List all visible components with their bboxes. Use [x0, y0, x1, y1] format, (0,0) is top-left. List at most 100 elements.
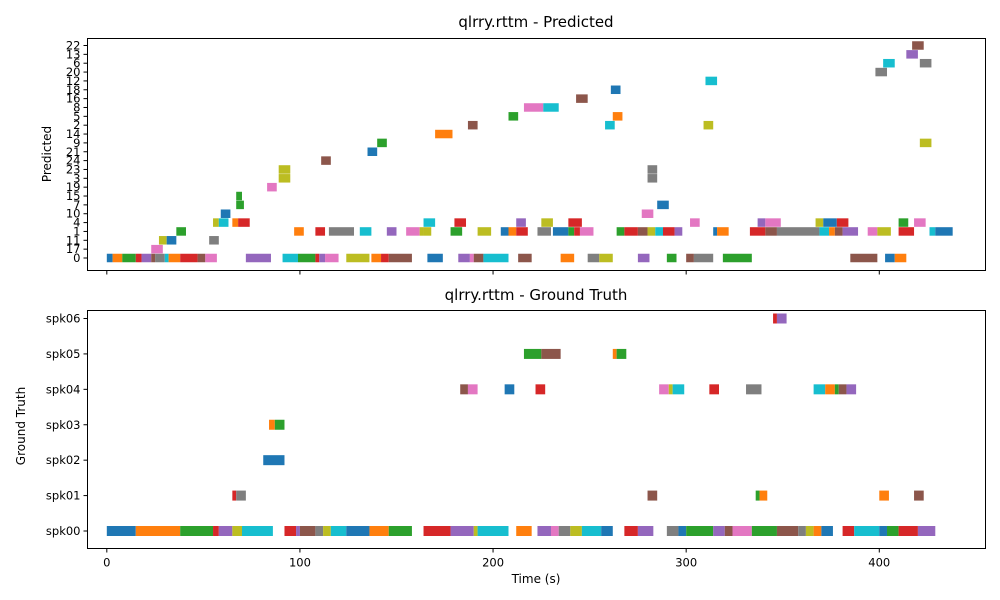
ytick-label: 20 — [66, 65, 81, 79]
segment-1 — [717, 227, 729, 236]
ytick-label: spk03 — [46, 418, 81, 432]
segment-0 — [197, 253, 206, 263]
segment-spk00 — [624, 526, 638, 536]
segment-0 — [315, 253, 320, 263]
segment-spk00 — [917, 526, 936, 536]
segment-4 — [914, 218, 926, 227]
segment-0 — [180, 253, 198, 263]
segment-spk00 — [423, 526, 451, 536]
segment-0 — [850, 253, 878, 263]
predicted-axes-frame — [87, 38, 986, 271]
ground-truth-panel: qlrry.rttm - Ground Truth Ground Truth T… — [14, 286, 986, 586]
segment-4 — [568, 218, 582, 227]
segment-1 — [829, 227, 835, 236]
segment-1 — [834, 227, 843, 236]
segment-1 — [537, 227, 551, 236]
segment-0 — [483, 253, 509, 263]
segment-spk00 — [805, 526, 814, 536]
ytick-label: 2 — [73, 118, 80, 132]
segment-0 — [885, 253, 895, 263]
segment-11 — [166, 236, 177, 245]
segment-1 — [749, 227, 766, 236]
segment-0 — [245, 253, 271, 263]
segment-0 — [381, 253, 389, 263]
segment-4 — [765, 218, 781, 227]
segment-spk00 — [666, 526, 679, 536]
segment-1 — [647, 227, 656, 236]
segment-0 — [371, 253, 382, 263]
segment-spk00 — [369, 526, 389, 536]
segment-1 — [552, 227, 569, 236]
segment-spk00 — [776, 526, 799, 536]
segment-1 — [406, 227, 420, 236]
segment-spk00 — [898, 526, 918, 536]
segment-1 — [877, 227, 891, 236]
segment-1 — [662, 227, 675, 236]
ground-truth-yticks: spk00 spk01 spk02 spk03 spk04 spk05 spk06 — [46, 312, 88, 538]
segment-spk03 — [269, 419, 275, 430]
segment-10 — [641, 209, 654, 218]
segment-spk01 — [914, 490, 924, 501]
ytick-label: 21 — [66, 145, 81, 159]
segment-4 — [541, 218, 553, 227]
ytick-label: 7 — [73, 198, 80, 212]
segment-4 — [218, 218, 229, 227]
segment-2 — [605, 120, 615, 130]
ytick-label: spk01 — [46, 489, 81, 503]
segment-4 — [823, 218, 837, 227]
segment-7 — [657, 200, 669, 210]
segment-21 — [367, 147, 378, 156]
segment-0 — [164, 253, 169, 263]
segment-0 — [693, 253, 714, 263]
ytick-label: 17 — [66, 242, 81, 256]
segment-1 — [929, 227, 936, 236]
segment-spk05 — [523, 348, 542, 359]
segment-spk01 — [755, 490, 760, 501]
segment-6 — [919, 58, 932, 68]
segment-1 — [500, 227, 509, 236]
segment-2 — [467, 120, 478, 130]
segment-0 — [106, 253, 113, 263]
segment-1 — [508, 227, 517, 236]
ytick-label: spk06 — [46, 312, 81, 326]
xtick-label: 200 — [482, 556, 504, 570]
ytick-label: 12 — [66, 74, 81, 88]
segment-spk04 — [467, 384, 478, 395]
ytick-label: 23 — [66, 162, 81, 176]
segment-1 — [516, 227, 528, 236]
segment-1 — [776, 227, 820, 236]
segment-0 — [469, 253, 474, 263]
ytick-label: 0 — [73, 251, 80, 265]
segment-0 — [560, 253, 575, 263]
segment-0 — [473, 253, 484, 263]
segment-4 — [815, 218, 824, 227]
segment-0 — [325, 253, 339, 263]
segment-spk00 — [570, 526, 582, 536]
segment-spk00 — [601, 526, 613, 536]
ground-truth-segments — [106, 313, 936, 536]
ytick-label: 5 — [73, 109, 80, 123]
segment-spk00 — [299, 526, 316, 536]
segment-1 — [819, 227, 830, 236]
segment-0 — [135, 253, 142, 263]
segment-spk00 — [323, 526, 331, 536]
segment-4 — [423, 218, 436, 227]
ground-truth-ylabel: Ground Truth — [14, 387, 28, 465]
predicted-ylabel: Predicted — [40, 126, 54, 182]
segment-0 — [141, 253, 152, 263]
segment-spk00 — [473, 526, 478, 536]
predicted-xticks — [106, 270, 880, 275]
segment-spk04 — [709, 384, 719, 395]
segment-11 — [158, 236, 167, 245]
segment-spk04 — [838, 384, 847, 395]
segment-spk00 — [315, 526, 324, 536]
segment-1 — [713, 227, 718, 236]
segment-17 — [151, 244, 163, 254]
segment-4 — [454, 218, 467, 227]
x-axis-label: Time (s) — [511, 572, 561, 586]
segment-spk02 — [263, 455, 285, 466]
segment-spk04 — [813, 384, 826, 395]
xtick-label: 300 — [675, 556, 697, 570]
ytick-label: 6 — [73, 56, 80, 70]
